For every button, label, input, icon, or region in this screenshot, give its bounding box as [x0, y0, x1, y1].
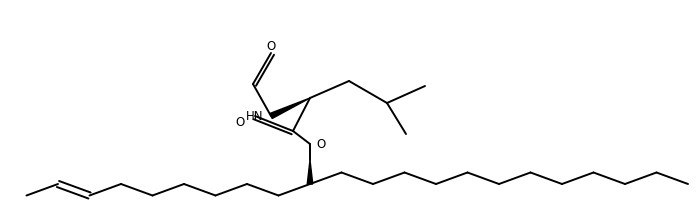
Text: O: O — [236, 116, 245, 129]
Text: O: O — [267, 40, 276, 53]
Text: O: O — [316, 138, 326, 151]
Text: HN: HN — [246, 110, 263, 122]
Polygon shape — [307, 160, 313, 184]
Polygon shape — [270, 98, 310, 119]
